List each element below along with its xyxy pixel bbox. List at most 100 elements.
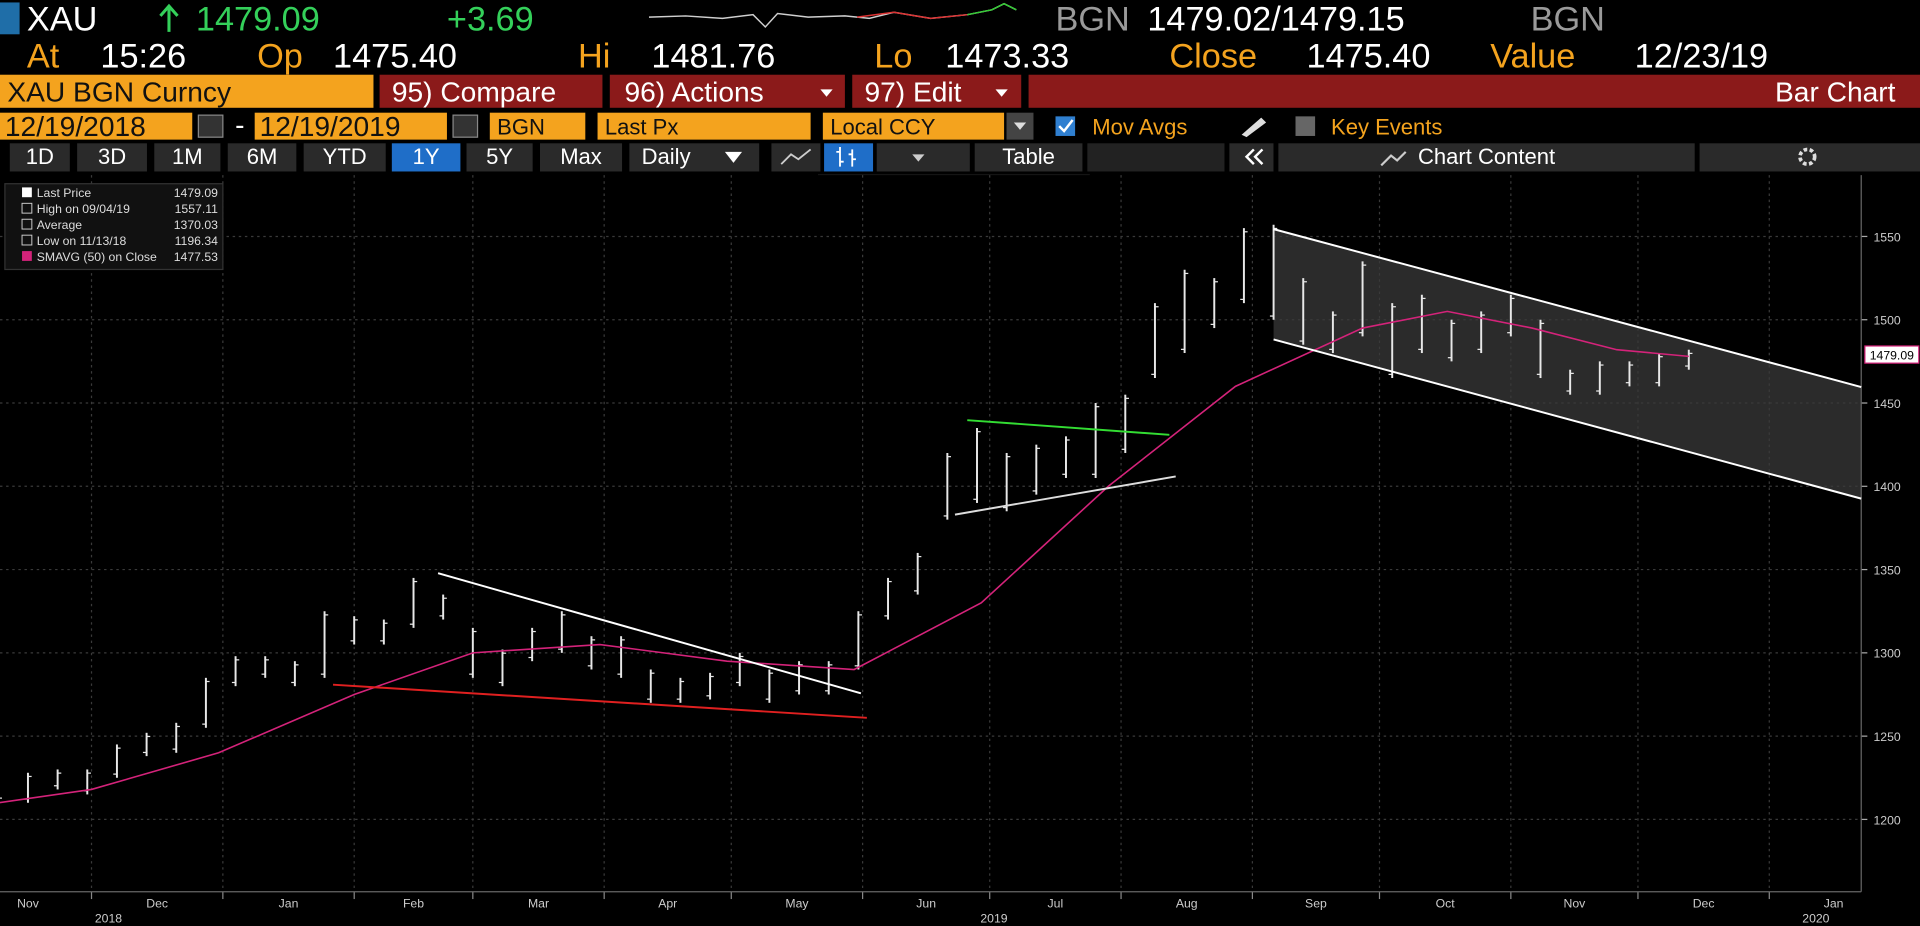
value: 1481.76 — [651, 37, 775, 75]
chart-content-button[interactable] — [1278, 143, 1695, 172]
checkbox-label[interactable]: Key Events — [1331, 115, 1442, 140]
period-label[interactable]: 5Y — [486, 144, 513, 169]
menu-label[interactable]: 97) Edit — [864, 77, 961, 108]
x-tick-label: Mar — [528, 897, 549, 911]
sparkline-up — [967, 2, 1017, 16]
menu-button[interactable] — [609, 74, 845, 108]
period-button[interactable] — [466, 143, 533, 172]
period-button[interactable] — [9, 143, 70, 172]
table-button[interactable] — [974, 143, 1083, 172]
end-date[interactable]: 12/19/2019 — [260, 111, 401, 142]
bar-chart-button[interactable] — [824, 143, 874, 172]
legend-value: 1196.34 — [175, 234, 219, 248]
source-field[interactable] — [489, 112, 586, 140]
period-label[interactable]: 1M — [172, 144, 203, 169]
period-label[interactable]: YTD — [323, 144, 367, 169]
x-tick-label: Aug — [1176, 897, 1198, 911]
period-label[interactable]: 6M — [247, 144, 278, 169]
legend-value: 1477.53 — [174, 250, 218, 264]
channel-fill — [1273, 229, 1862, 499]
calendar-icon[interactable] — [452, 114, 479, 138]
table-label[interactable]: Table — [1002, 144, 1055, 169]
year-label: 2018 — [95, 911, 122, 925]
y-tick-label: 1500 — [1873, 314, 1900, 328]
plot-area — [0, 175, 1862, 892]
checkbox-label[interactable]: Mov Avgs — [1092, 115, 1187, 140]
period-button[interactable] — [77, 143, 147, 172]
menu-bar — [1028, 74, 1920, 108]
bid-ask: 1479.02/1479.15 — [1147, 1, 1404, 39]
legend-value: 1557.11 — [175, 202, 219, 216]
period-button[interactable] — [391, 143, 461, 172]
label: Value — [1490, 37, 1575, 75]
settings-button[interactable] — [1699, 143, 1920, 172]
trend-line — [437, 572, 862, 695]
legend-swatch — [22, 251, 32, 261]
source-value[interactable]: BGN — [497, 115, 545, 140]
pencil-icon[interactable] — [1241, 117, 1267, 138]
legend-label: Low on 11/13/18 — [37, 234, 127, 248]
period-button[interactable] — [227, 143, 297, 172]
frequency[interactable]: Daily — [642, 144, 691, 169]
value: 15:26 — [100, 37, 186, 75]
x-tick-label: Jul — [1048, 897, 1064, 911]
content-icon — [1380, 151, 1407, 167]
menu-label[interactable]: 95) Compare — [392, 77, 556, 108]
legend-swatch — [21, 218, 33, 230]
x-tick-label: Dec — [1693, 897, 1715, 911]
calendar-icon[interactable] — [197, 114, 224, 138]
ticker: XAU — [27, 1, 97, 39]
security-field[interactable] — [0, 74, 374, 108]
value: 1475.40 — [1307, 37, 1431, 75]
sparkline-down — [857, 11, 968, 20]
last-price-label: 1479.09 — [1870, 348, 1914, 362]
period-button[interactable] — [154, 143, 221, 172]
menu-label[interactable]: 96) Actions — [624, 77, 763, 108]
dropdown-arrow — [820, 89, 833, 97]
x-tick-label: Nov — [1564, 897, 1587, 911]
collapse-icon — [1244, 148, 1264, 165]
y-tick-label: 1300 — [1873, 647, 1900, 661]
chart-content-label[interactable]: Chart Content — [1418, 144, 1555, 169]
moving-average — [0, 310, 1689, 804]
field-field[interactable] — [597, 112, 811, 140]
chart-type-dropdown[interactable] — [876, 143, 970, 172]
collapse-button[interactable] — [1229, 143, 1274, 172]
menu-button[interactable] — [852, 74, 1022, 108]
source: BGN — [1056, 1, 1130, 39]
dash: - — [235, 110, 244, 141]
checkbox[interactable] — [1295, 116, 1316, 136]
y-tick-label: 1450 — [1873, 397, 1900, 411]
period-label[interactable]: 3D — [98, 144, 126, 169]
legend-value: 1479.09 — [174, 186, 218, 200]
legend-value: 1370.03 — [174, 218, 218, 232]
menu-button[interactable] — [379, 74, 603, 108]
period-button[interactable] — [540, 143, 623, 172]
ticker-flag — [0, 2, 20, 35]
trend-line — [954, 475, 1176, 516]
value: 1473.33 — [945, 37, 1069, 75]
dropdown-arrow — [912, 154, 925, 162]
x-tick-label: Sep — [1305, 897, 1327, 911]
period-label[interactable]: 1Y — [413, 144, 440, 169]
dropdown-arrow — [995, 89, 1008, 97]
field-value[interactable]: Last Px — [605, 115, 678, 140]
trend-line — [332, 683, 867, 719]
x-tick-label: May — [785, 897, 809, 911]
x-tick-label: Feb — [403, 897, 424, 911]
currency-field[interactable] — [822, 112, 1005, 140]
label: Hi — [578, 37, 610, 75]
period-label[interactable]: Max — [560, 144, 602, 169]
security[interactable]: XAU BGN Curncy — [7, 77, 232, 108]
date-field[interactable] — [0, 112, 193, 140]
period-label[interactable]: 1D — [26, 144, 54, 169]
start-date[interactable]: 12/19/2018 — [5, 111, 146, 142]
checkbox-checked[interactable] — [1055, 116, 1076, 136]
x-tick-label: Jun — [916, 897, 936, 911]
currency-value[interactable]: Local CCY — [830, 115, 936, 140]
period-button[interactable] — [303, 143, 386, 172]
date-field[interactable] — [254, 112, 447, 140]
label: Op — [257, 37, 303, 75]
